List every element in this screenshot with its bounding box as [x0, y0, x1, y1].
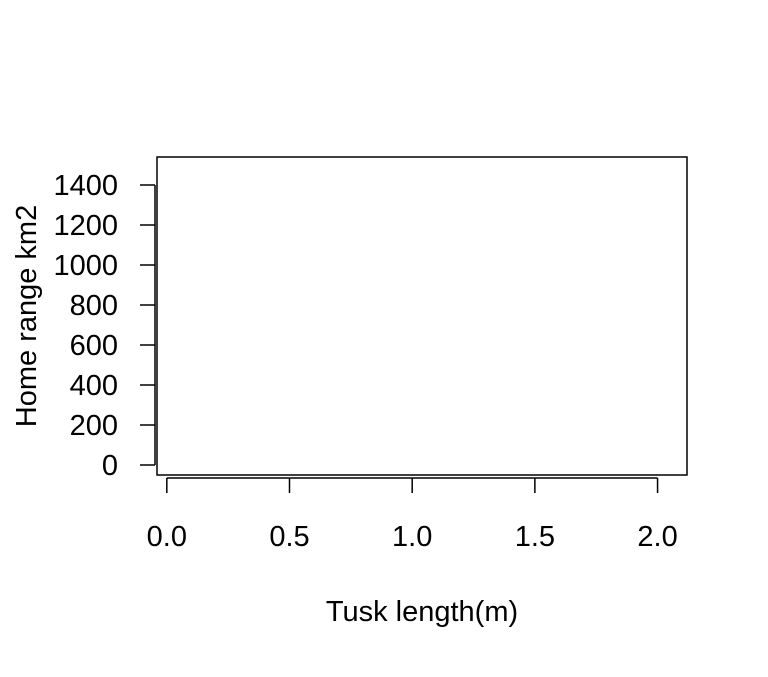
plot-frame — [156, 156, 688, 476]
y-tick-label: 200 — [70, 410, 118, 442]
y-tick-label: 600 — [70, 330, 118, 362]
y-tick-label: 400 — [70, 370, 118, 402]
y-tick-label: 1200 — [53, 210, 118, 242]
y-tick-label: 1000 — [53, 250, 118, 282]
y-axis-label: Home range km2 — [11, 205, 43, 427]
x-tick-label: 0.0 — [147, 521, 187, 553]
x-axis-label: Tusk length(m) — [326, 596, 518, 628]
y-axis: 0 200 400 600 800 1000 1200 1400 — [53, 170, 156, 482]
x-tick-label: 1.0 — [392, 521, 432, 553]
y-tick-label: 1400 — [53, 170, 118, 202]
x-tick-label: 2.0 — [637, 521, 677, 553]
x-axis: 0.0 0.5 1.0 1.5 2.0 — [147, 477, 678, 553]
x-tick-label: 1.5 — [515, 521, 555, 553]
y-tick-label: 0 — [102, 450, 118, 482]
y-tick-label: 800 — [70, 290, 118, 322]
x-tick-label: 0.5 — [269, 521, 309, 553]
